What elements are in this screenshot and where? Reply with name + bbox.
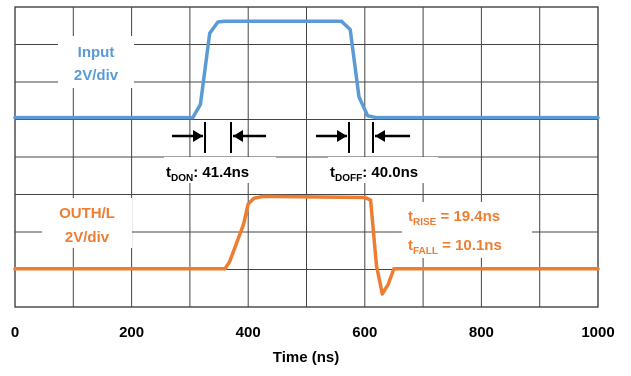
tdoff-annotation: tDOFF: 40.0ns <box>316 122 438 184</box>
rise-fall-bg <box>402 202 532 258</box>
x-tick-label: 600 <box>352 324 377 341</box>
trise-label: tRISE = 19.4ns <box>408 208 500 228</box>
tdon-annotation: tDON: 41.4ns <box>164 122 276 184</box>
output-label: OUTH/L <box>59 205 115 222</box>
input-label: Input <box>78 44 115 61</box>
input-label-bg <box>58 36 134 88</box>
tdon-label: tDON: 41.4ns <box>166 164 249 184</box>
tdoff-label: tDOFF: 40.0ns <box>330 164 418 184</box>
input-scale-label: 2V/div <box>74 67 119 84</box>
x-tick-label: 200 <box>119 324 144 341</box>
tdoff-bg <box>328 157 438 183</box>
tdon-bg <box>164 157 276 183</box>
output-trace <box>13 194 600 296</box>
x-axis-label: Time (ns) <box>273 349 339 366</box>
x-tick-label: 0 <box>11 324 19 341</box>
x-tick-label: 800 <box>469 324 494 341</box>
x-tick-labels: 0 200 400 600 800 1000 <box>11 324 615 341</box>
traces <box>13 19 600 296</box>
output-label-bg <box>42 198 132 248</box>
tdoff-arrow-right-head <box>375 130 385 142</box>
tdon-arrow-left-head <box>193 130 203 142</box>
tdoff-arrow-left-head <box>337 130 347 142</box>
x-tick-label: 400 <box>236 324 261 341</box>
x-tick-label: 1000 <box>581 324 614 341</box>
tfall-label: tFALL = 10.1ns <box>408 237 502 257</box>
output-scale-label: 2V/div <box>65 229 110 246</box>
tdon-arrow-right-head <box>233 130 243 142</box>
input-trace <box>13 19 600 120</box>
